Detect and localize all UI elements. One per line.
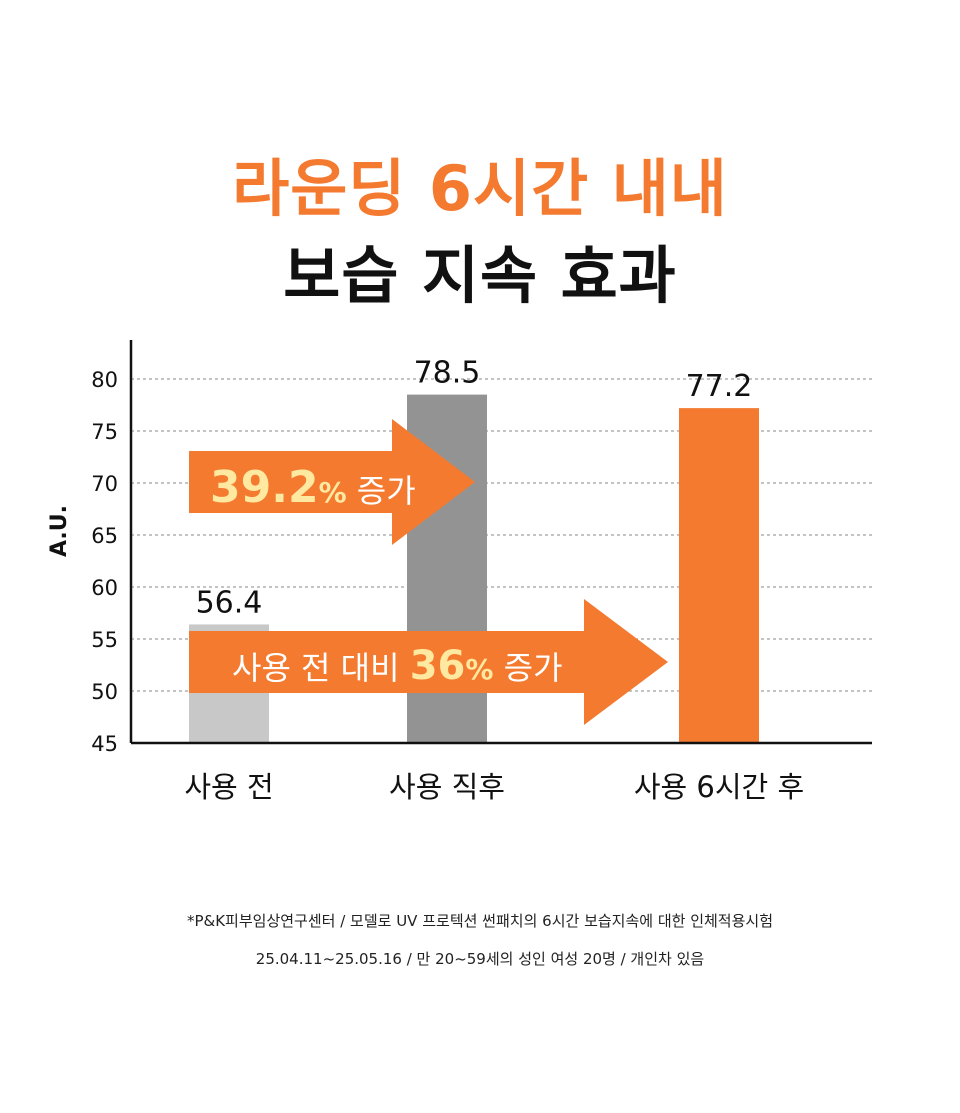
x-category-label-2: 사용 직후 bbox=[389, 770, 505, 804]
y-tick-label-60: 60 bbox=[91, 576, 118, 600]
y-tick-label-55: 55 bbox=[91, 628, 118, 652]
value-label-3: 77.2 bbox=[686, 369, 753, 404]
value-label-1: 56.4 bbox=[196, 585, 263, 620]
y-tick-label-75: 75 bbox=[91, 420, 118, 444]
increase-arrow-1 bbox=[189, 419, 475, 545]
increase-arrow-2 bbox=[189, 599, 668, 725]
y-axis-label: A.U. bbox=[47, 505, 72, 557]
footnote-period: 25.04.11~25.05.16 / 만 20~59세의 성인 여성 20명 … bbox=[255, 950, 705, 968]
value-label-2: 78.5 bbox=[414, 356, 481, 391]
annotation-36-percent: 사용 전 대비 36% 증가 bbox=[232, 643, 563, 689]
y-tick-label-65: 65 bbox=[91, 524, 118, 548]
y-tick-label-80: 80 bbox=[91, 368, 118, 392]
y-tick-label-45: 45 bbox=[91, 732, 118, 756]
y-tick-label-50: 50 bbox=[91, 680, 118, 704]
x-category-label-1: 사용 전 bbox=[184, 770, 273, 804]
footnote-study: *P&K피부임상연구센터 / 모델로 UV 프로텍션 썬패치의 6시간 보습지속… bbox=[186, 912, 774, 930]
annotation-39-2-percent: 39.2% 증가 bbox=[210, 462, 416, 513]
y-tick-label-70: 70 bbox=[91, 472, 118, 496]
x-category-label-3: 사용 6시간 후 bbox=[634, 770, 804, 804]
chart-title-line2: 보습 지속 효과 bbox=[283, 239, 677, 312]
chart-title-line1: 라운딩 6시간 내내 bbox=[232, 152, 728, 225]
bar-3 bbox=[679, 408, 759, 743]
